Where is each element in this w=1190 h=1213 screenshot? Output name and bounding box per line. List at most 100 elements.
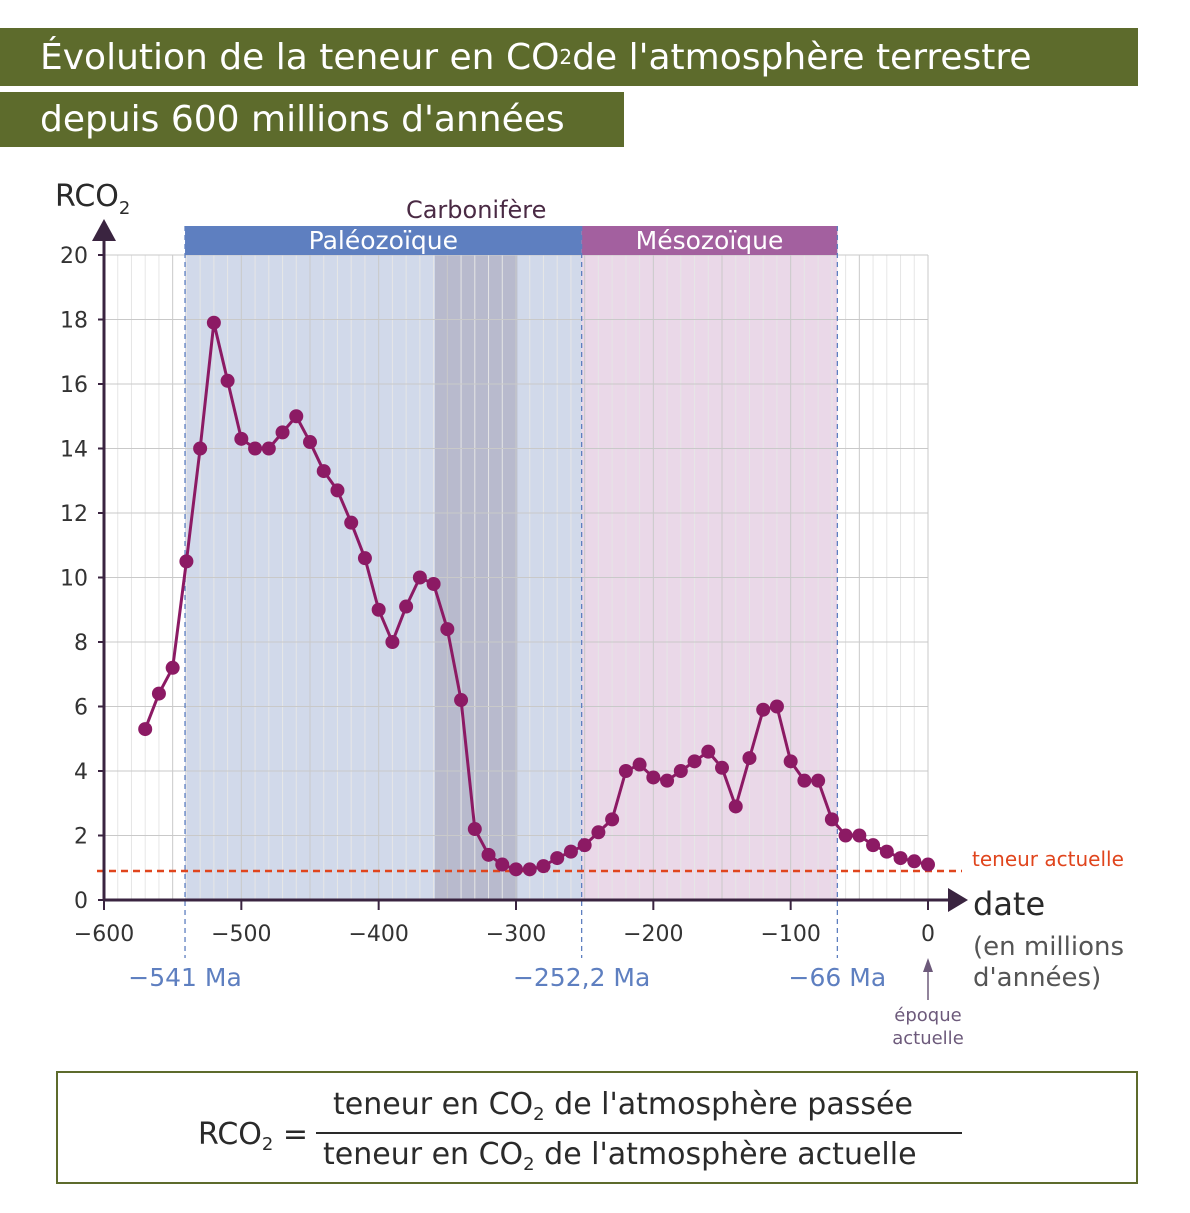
data-point-14 [330,483,345,498]
formula-lhs-main: RCO [198,1117,262,1152]
x-axis-unit-1: (en millions [973,932,1124,962]
data-point-54 [879,844,894,859]
data-point-19 [399,599,414,614]
data-point-7 [234,431,249,446]
data-point-15 [344,515,359,530]
y-tick-label-1: 2 [74,825,88,850]
y-tick-label-3: 6 [74,696,88,721]
carbonifere-band [434,240,518,900]
data-point-34 [605,812,620,827]
title-text-2: depuis 600 millions d'années [40,99,565,140]
x-tick-label-2: −400 [348,922,408,947]
formula-den-suffix: de l'atmosphère actuelle [534,1137,917,1172]
data-point-4 [193,441,208,456]
y-tick-label-8: 16 [60,373,88,398]
data-line [143,321,929,871]
formula-box: RCO2 = teneur en CO2 de l'atmosphère pas… [56,1071,1138,1184]
x-tick-label-3: −300 [486,922,546,947]
data-point-2 [165,660,180,675]
x-axis-title: date [973,885,1045,923]
boundary-label-0: −541 Ma [128,963,242,992]
era-label-1: Mésozoïque [636,226,784,255]
x-axis-arrow [948,888,968,912]
boundary-label-1: −252,2 Ma [513,963,650,992]
data-point-29 [536,859,551,874]
formula-num-sub: 2 [533,1104,545,1125]
y-axis-title-main: RCO [55,179,119,214]
data-point-45 [756,702,771,717]
present-arrow-head [923,958,933,972]
formula-num-suffix: de l'atmosphère passée [544,1087,913,1122]
data-point-3 [179,554,194,569]
data-point-40 [687,754,702,769]
y-tick-label-6: 12 [60,502,88,527]
data-point-20 [412,570,427,585]
data-point-32 [577,838,592,853]
era-label-0: Paléozoïque [309,226,458,255]
data-point-27 [509,862,523,877]
y-tick-label-10: 20 [60,244,88,269]
data-point-16 [357,551,372,566]
title-line-1: Évolution de la teneur en CO 2 de l'atmos… [0,28,1138,86]
data-point-56 [907,854,922,869]
data-point-41 [701,744,716,759]
data-point-22 [440,622,455,637]
formula-lhs-sub: 2 [261,1134,274,1155]
co2-chart: Paléozoïque Mésozoïque Carbonifère −541 Ma −… [55,179,1124,1049]
formula-den-sub: 2 [523,1154,535,1175]
formula-equals: = [273,1117,309,1152]
data-point-23 [454,693,469,708]
data-point-43 [728,799,743,814]
formula-den-prefix: teneur en CO [323,1137,524,1172]
data-point-9 [261,441,276,456]
data-point-49 [811,773,826,788]
data-point-33 [591,825,606,840]
y-tick-label-0: 0 [74,889,88,914]
present-label-2: actuelle [892,1028,964,1049]
y-tick-label-5: 10 [60,567,88,592]
y-axis-title: RCO2 [55,179,130,219]
title-line-2: depuis 600 millions d'années [0,92,624,147]
data-point-5 [206,315,221,330]
era-header-0 [185,226,582,255]
x-tick-label-4: −200 [623,922,683,947]
data-point-44 [742,751,757,766]
data-point-48 [797,773,812,788]
formula-denominator: teneur en CO2 de l'atmosphère actuelle [323,1137,917,1175]
y-tick-label-2: 4 [74,760,88,785]
data-point-21 [426,576,441,591]
y-axis-title-sub: 2 [119,198,130,219]
boundary-label-2: −66 Ma [789,963,887,992]
data-point-39 [673,764,688,778]
data-point-6 [220,373,235,388]
data-point-1 [151,686,166,701]
data-point-51 [838,828,853,843]
data-point-52 [852,828,867,843]
data-point-13 [316,464,331,479]
data-point-53 [866,838,881,853]
data-point-17 [371,602,386,617]
data-point-38 [660,773,675,788]
formula-lhs: RCO2 = [198,1117,308,1155]
data-point-30 [550,851,565,866]
data-point-11 [289,409,304,424]
data-point-55 [893,851,908,866]
data-point-24 [467,822,482,837]
y-tick-label-9: 18 [60,309,88,334]
data-point-26 [495,857,510,872]
formula-numerator: teneur en CO2 de l'atmosphère passée [333,1087,913,1125]
reference-line-label: teneur actuelle [972,847,1124,871]
data-point-57 [921,857,935,872]
data-point-42 [715,760,729,775]
data-point-18 [385,635,400,649]
x-tick-label-6: 0 [921,922,935,947]
data-point-0 [138,722,153,737]
title-text-1-sub: 2 [559,45,573,69]
x-tick-label-0: −600 [74,922,134,947]
data-point-12 [303,435,317,450]
data-point-46 [769,699,784,714]
data-point-10 [275,425,290,440]
formula-fraction-bar [316,1132,962,1134]
data-point-37 [646,770,661,785]
title-text-1-suffix: de l'atmosphère terrestre [572,36,1032,78]
